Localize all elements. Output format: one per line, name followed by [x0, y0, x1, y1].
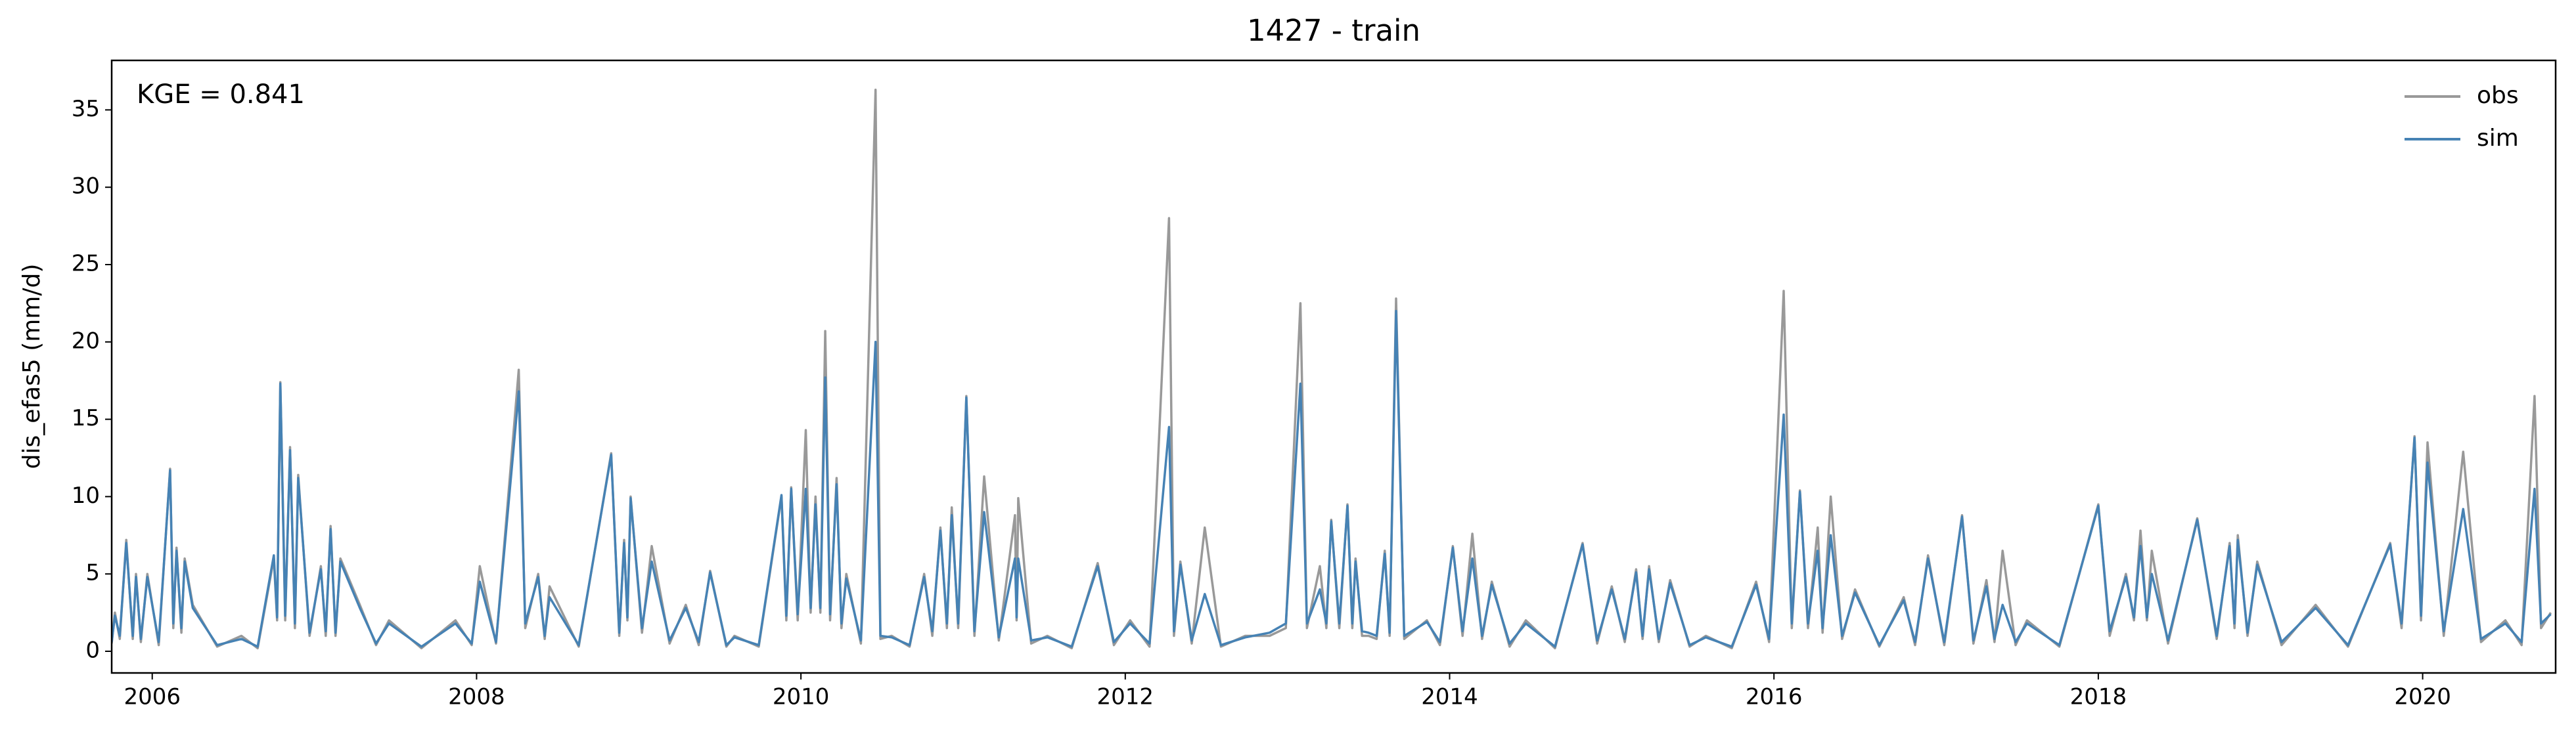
y-tick-label: 10: [72, 483, 100, 509]
x-tick-label: 2018: [2070, 684, 2127, 710]
plot-frame: [110, 59, 2557, 674]
y-axis-label: dis_efas5 (mm/d): [18, 264, 45, 469]
series-line: [112, 89, 2552, 650]
series-line: [112, 309, 2552, 648]
y-tick-label: 0: [85, 637, 100, 664]
y-tick-label: 20: [72, 328, 100, 354]
x-tick-label: 2020: [2394, 684, 2451, 710]
legend-label: sim: [2477, 125, 2519, 152]
x-tick-label: 2006: [124, 684, 181, 710]
chart-title: 1427 - train: [1247, 13, 1420, 48]
legend-label: obs: [2477, 82, 2519, 109]
y-tick-label: 5: [85, 560, 100, 586]
x-tick-label: 2010: [773, 684, 830, 710]
annotation: KGE = 0.841: [137, 79, 305, 110]
y-tick-label: 30: [72, 173, 100, 200]
y-tick-label: 35: [72, 96, 100, 122]
y-tick-label: 25: [72, 251, 100, 277]
x-tick-label: 2016: [1746, 684, 1803, 710]
x-tick-label: 2008: [448, 684, 505, 710]
y-tick-label: 15: [72, 405, 100, 431]
x-tick-label: 2012: [1097, 684, 1154, 710]
x-tick-label: 2014: [1421, 684, 1478, 710]
